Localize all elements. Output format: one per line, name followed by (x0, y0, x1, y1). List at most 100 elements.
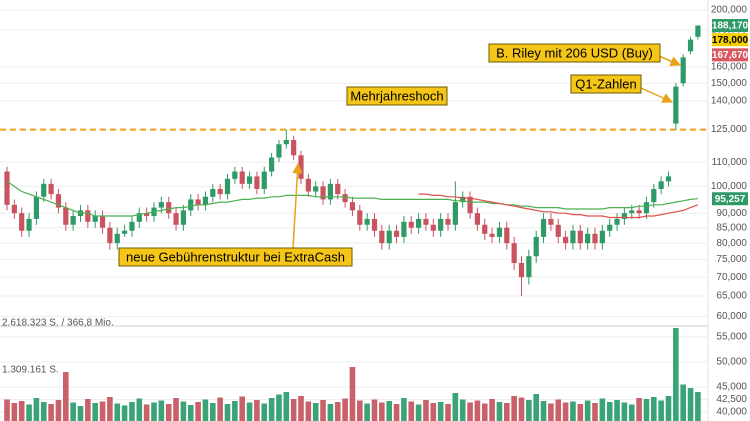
volume-bar (540, 401, 547, 421)
candle-body (621, 213, 627, 219)
annotation-box (488, 43, 661, 63)
candle-body (629, 210, 635, 214)
candle-body (430, 224, 436, 231)
volume-bar (77, 406, 84, 421)
candle-body (85, 210, 91, 222)
candle-body (41, 183, 47, 197)
volume-bar (695, 392, 701, 421)
candle-body (232, 171, 238, 179)
candle-body (4, 171, 10, 205)
volume-bar (165, 404, 172, 421)
volume-bar (40, 402, 47, 421)
y-tick-label: 110,000 (712, 157, 748, 168)
volume-bar (151, 402, 157, 421)
candle-body (188, 199, 194, 211)
volume-bar (26, 404, 32, 421)
volume-bar (290, 399, 297, 421)
candle-body (320, 186, 326, 200)
volume-bar (121, 405, 128, 421)
volume-bar (555, 399, 562, 421)
candle-body (555, 224, 561, 237)
volume-bar (658, 400, 664, 421)
candle-body (63, 207, 69, 225)
volume-bar (357, 400, 363, 421)
moving-average (418, 193, 699, 219)
annotation: neue Gebührenstruktur bei ExtraCash (126, 249, 345, 264)
price-tag-label: 167,670 (712, 50, 749, 61)
volume-bar (187, 405, 194, 421)
candle-body (673, 86, 679, 124)
candle-body (379, 230, 385, 244)
volume-bar (401, 398, 407, 421)
volume-bar (379, 402, 385, 421)
volume-bar (548, 403, 554, 421)
volume-bar (246, 402, 253, 421)
y-tick-label: 85,000 (716, 222, 747, 233)
candle-body (643, 202, 650, 214)
volume-bar (334, 402, 341, 421)
candle-body (246, 176, 253, 184)
candle-body (511, 243, 517, 264)
candle-body (452, 202, 458, 225)
volume-bar (430, 403, 437, 421)
candle-body (202, 196, 209, 205)
volume-bar (173, 398, 179, 421)
volume-bar (423, 400, 429, 421)
candle-body (19, 213, 25, 231)
volume-bar (195, 402, 201, 421)
volume-bar (489, 399, 495, 421)
volume-bar (63, 372, 69, 421)
candle-body (423, 218, 429, 225)
candle-body (533, 236, 539, 257)
candle-body (55, 194, 62, 208)
volume-bar (687, 388, 694, 421)
candle-body (371, 218, 378, 231)
volume-bar (342, 398, 348, 421)
volume-bar (621, 402, 628, 421)
price-tag (712, 33, 748, 47)
y-tick-label: 65,000 (716, 291, 747, 302)
y-tick-label: 80,000 (716, 238, 747, 249)
volume-tick-label: 45,000 (716, 382, 747, 393)
candle-body (548, 218, 554, 225)
price-tag (712, 192, 748, 206)
candle-body (393, 230, 400, 237)
volume-bar (55, 400, 62, 421)
candle-body (217, 188, 223, 195)
candle-body (658, 181, 664, 189)
candle-body (283, 139, 289, 145)
candle-body (180, 210, 186, 225)
candle-body (26, 218, 32, 231)
volume-tick-label: 40,000 (716, 407, 747, 418)
volume-bar (599, 398, 606, 421)
y-tick-label: 125,000 (711, 124, 748, 135)
y-tick-label: 100,000 (711, 181, 748, 192)
volume-bar (504, 403, 510, 421)
candle-body (173, 213, 179, 225)
volume-bar (210, 403, 216, 421)
annotation: Q1-Zahlen (575, 76, 636, 91)
volume-bar (437, 402, 444, 421)
volume-bar (643, 399, 650, 421)
volume-bar (614, 400, 620, 421)
overlay: 188,170 178,000 167,670 95,257 Mehrjahreshoc… (118, 18, 749, 267)
moving-average (6, 180, 698, 217)
volume-bar (386, 401, 392, 421)
volume-bar (445, 404, 451, 421)
candle-body (357, 210, 363, 225)
annotation-box (346, 86, 448, 106)
candle-body (129, 221, 135, 231)
volume-bar (298, 396, 304, 421)
candle-body (526, 256, 532, 278)
candle-body (570, 230, 576, 244)
volume-bar (261, 403, 268, 421)
candle-body (158, 202, 164, 208)
volume-bar (584, 400, 591, 421)
candle-body (261, 171, 267, 189)
volume-bar (18, 401, 25, 421)
volume-bar (518, 397, 525, 421)
volume-bar (320, 400, 326, 421)
volume-tick-label: 42,500 (716, 394, 747, 405)
volume-bar (474, 400, 481, 421)
